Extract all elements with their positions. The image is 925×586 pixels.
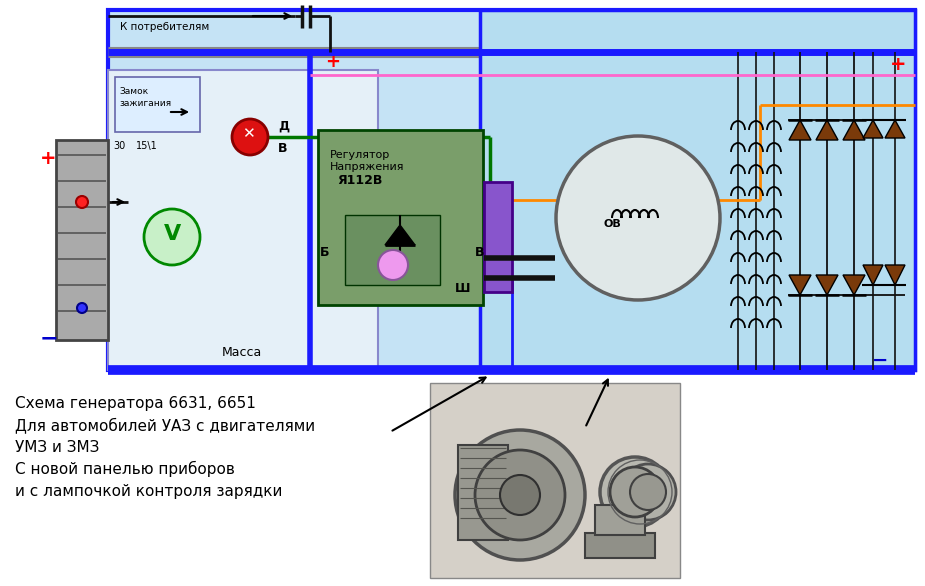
Text: −: − <box>872 350 888 370</box>
Circle shape <box>600 457 670 527</box>
Polygon shape <box>863 120 883 138</box>
Text: ✕: ✕ <box>242 127 254 141</box>
Text: ОВ: ОВ <box>603 219 621 229</box>
Circle shape <box>475 450 565 540</box>
Polygon shape <box>816 275 838 295</box>
Bar <box>595 505 645 535</box>
Text: Схема генератора 6631, 6651: Схема генератора 6631, 6651 <box>15 396 256 411</box>
Bar <box>318 130 483 305</box>
Circle shape <box>76 196 88 208</box>
Bar <box>108 70 378 370</box>
Polygon shape <box>843 275 865 295</box>
Bar <box>115 77 200 132</box>
Bar <box>56 140 108 340</box>
Text: К потребителям: К потребителям <box>120 22 209 32</box>
Text: и с лампочкой контроля зарядки: и с лампочкой контроля зарядки <box>15 484 282 499</box>
Text: +: + <box>325 53 340 71</box>
Text: Д: Д <box>278 120 290 132</box>
Bar <box>345 215 440 285</box>
Bar <box>458 445 508 540</box>
Text: В: В <box>475 246 485 258</box>
Circle shape <box>500 475 540 515</box>
Bar <box>430 383 680 578</box>
Bar <box>108 10 915 370</box>
Circle shape <box>232 119 268 155</box>
Bar <box>484 182 512 292</box>
Circle shape <box>630 474 666 510</box>
Polygon shape <box>789 275 811 295</box>
Circle shape <box>455 430 585 560</box>
Circle shape <box>620 464 676 520</box>
Text: УМЗ и ЗМЗ: УМЗ и ЗМЗ <box>15 440 99 455</box>
Polygon shape <box>816 120 838 140</box>
Text: Ш: Ш <box>455 281 471 295</box>
Text: зажигания: зажигания <box>119 98 171 107</box>
Circle shape <box>378 250 408 280</box>
Polygon shape <box>863 265 883 285</box>
Text: 15\1: 15\1 <box>136 141 158 151</box>
Text: +: + <box>40 148 56 168</box>
Circle shape <box>77 303 87 313</box>
Text: Я112В: Я112В <box>337 175 382 188</box>
Text: Б: Б <box>320 246 329 258</box>
Text: В: В <box>278 141 288 155</box>
Text: Регулятор: Регулятор <box>330 150 390 160</box>
Bar <box>585 533 655 558</box>
Polygon shape <box>385 225 415 245</box>
Circle shape <box>610 467 660 517</box>
Text: Для автомобилей УАЗ с двигателями: Для автомобилей УАЗ с двигателями <box>15 417 315 433</box>
Text: V: V <box>164 224 181 244</box>
Polygon shape <box>885 265 905 285</box>
Text: Замок: Замок <box>119 87 148 97</box>
Text: С новой панелью приборов: С новой панелью приборов <box>15 461 235 477</box>
Text: Масса: Масса <box>222 346 263 359</box>
Circle shape <box>556 136 720 300</box>
Polygon shape <box>885 120 905 138</box>
Polygon shape <box>843 120 865 140</box>
Circle shape <box>144 209 200 265</box>
Polygon shape <box>789 120 811 140</box>
Text: 30: 30 <box>113 141 125 151</box>
Text: −: − <box>40 328 58 348</box>
Text: +: + <box>890 56 906 74</box>
Text: Напряжения: Напряжения <box>330 162 404 172</box>
Bar <box>480 10 915 370</box>
